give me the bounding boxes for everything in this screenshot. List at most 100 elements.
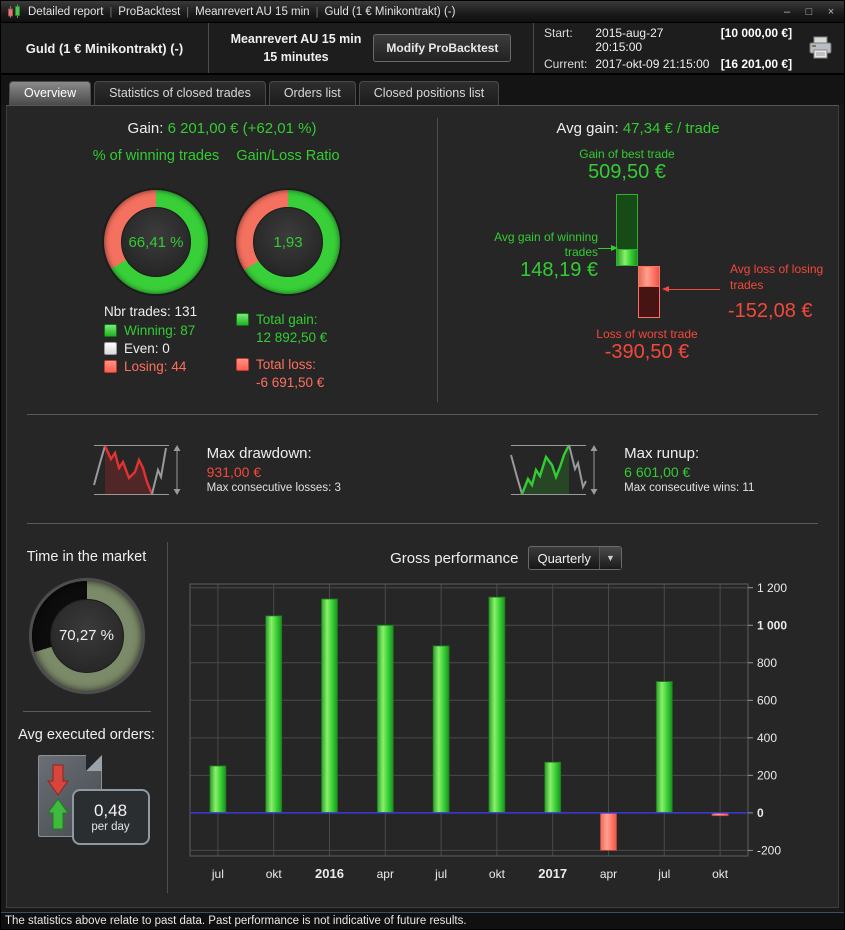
avg-gain-label: Avg gain:	[556, 120, 619, 137]
worst-trade-value: -390,50 €	[604, 341, 690, 363]
legend-winning: Winning: 87	[104, 323, 222, 338]
ratio-donut-title: Gain/Loss Ratio	[236, 148, 340, 164]
max-runup-item: Max runup: 6 601,00 € Max consecutive wi…	[423, 437, 839, 501]
runup-sub: Max consecutive wins: 11	[624, 481, 755, 494]
svg-text:600: 600	[757, 693, 777, 707]
time-in-market-title: Time in the market	[26, 549, 147, 565]
start-datetime: 2015-aug-27 20:15:00	[595, 25, 664, 54]
winning-donut-title: % of winning trades	[92, 148, 220, 164]
total-gain-swatch-icon	[236, 313, 249, 326]
svg-text:okt: okt	[712, 867, 729, 881]
strategy-box: Meanrevert AU 15 min 15 minutes Modify P…	[208, 23, 533, 73]
gain-loss-ratio-column: Gain/Loss Ratio 1,93 Total gain: 12 89	[222, 147, 354, 402]
avg-win-value: 148,19 €	[520, 259, 598, 281]
even-swatch-icon	[104, 342, 117, 355]
losing-trades-bar	[638, 266, 660, 318]
ratio-value: 1,93	[273, 233, 303, 251]
gross-performance-title: Gross performance	[390, 549, 519, 567]
total-gain-row: Total gain:	[236, 312, 354, 327]
vertical-divider	[437, 118, 438, 402]
runup-text: Max runup: 6 601,00 € Max consecutive wi…	[624, 445, 754, 494]
vertical-divider	[167, 542, 168, 893]
svg-text:apr: apr	[377, 867, 394, 881]
drawdown-sub: Max consecutive losses: 3	[206, 481, 341, 494]
horizontal-separator	[27, 414, 818, 415]
instrument-name: Guld (1 € Minikontrakt) (-)	[25, 40, 184, 56]
strategy-title: Meanrevert AU 15 min	[230, 31, 362, 46]
svg-text:400: 400	[757, 731, 777, 745]
svg-text:jul: jul	[657, 867, 670, 881]
avg-orders-value: 0,48	[93, 801, 128, 821]
avg-gain-stats: Avg gain: 47,34 € / trade Gain of best t…	[438, 106, 838, 406]
nbr-trades-value: 131	[174, 304, 198, 319]
winning-donut-center: 66,41 %	[121, 207, 191, 277]
gross-performance-chart: 1 200 1 000 800 600 400 200 0 -200 jul okt 2016 apr…	[180, 578, 832, 901]
capital-dates: Start: 2015-aug-27 20:15:00 [10 000,00 €…	[544, 26, 792, 71]
svg-text:200: 200	[757, 768, 777, 782]
total-gain-label: Total gain:	[256, 312, 318, 327]
trades-stats: Gain: 6 201,00 € (+62,01 %) % of winning…	[7, 106, 437, 406]
gain-row: Gain: 6 201,00 € (+62,01 %)	[7, 120, 437, 137]
svg-text:2017: 2017	[538, 866, 567, 881]
winning-trades-donut: 66,41 %	[104, 190, 208, 294]
ratio-donut-center: 1,93	[253, 207, 323, 277]
trade-counts: Nbr trades: 131 Winning: 87 Even: 0	[90, 294, 222, 377]
tab-orders-list[interactable]: Orders list	[268, 81, 356, 105]
best-trade-label: Gain of best trade	[579, 147, 675, 161]
even-count: 0	[162, 341, 170, 356]
avg-win-arrow-icon	[598, 245, 618, 251]
up-down-arrows-icon	[46, 764, 69, 830]
chart-header: Gross performance Quarterly ▼	[180, 546, 832, 570]
gain-value: 6 201,00 € (+62,01 %)	[167, 120, 317, 137]
gain-label: Gain:	[127, 120, 164, 137]
dates-box: Start: 2015-aug-27 20:15:00 [10 000,00 €…	[533, 23, 844, 73]
title-separator: |	[186, 5, 190, 18]
svg-text:1 000: 1 000	[757, 618, 787, 632]
candlestick-app-icon	[8, 4, 20, 18]
avg-win-label: Avg gain of winning trades	[494, 230, 598, 259]
title-segment: Meanrevert AU 15 min	[195, 5, 310, 18]
left-column-separator	[22, 710, 151, 712]
winning-pct-value: 66,41 %	[128, 233, 184, 251]
best-trade-value: 509,50 €	[588, 161, 666, 183]
report-header: Guld (1 € Minikontrakt) (-) Meanrevert A…	[1, 23, 844, 75]
status-bar: The statistics above relate to past data…	[1, 912, 844, 929]
start-capital: [10 000,00 €]	[720, 25, 793, 40]
maximize-button[interactable]: □	[805, 5, 813, 18]
period-select[interactable]: Quarterly ▼	[528, 546, 622, 570]
period-selected-value: Quarterly	[537, 550, 591, 566]
strategy-name: Meanrevert AU 15 min 15 minutes	[231, 30, 362, 66]
total-loss-swatch-icon	[236, 358, 249, 371]
losing-swatch-icon	[104, 360, 117, 373]
title-segment: Detailed report	[28, 5, 104, 18]
best-worst-trade-graphic: Gain of best trade 509,50 € Avg gain of …	[438, 147, 838, 385]
top-stats-section: Gain: 6 201,00 € (+62,01 %) % of winning…	[7, 106, 838, 406]
runup-title: Max runup:	[624, 444, 700, 462]
tab-overview[interactable]: Overview	[9, 81, 92, 105]
legend-even: Even: 0	[104, 341, 222, 356]
totals: Total gain: 12 892,50 € Total loss: -6 6…	[222, 294, 354, 402]
close-button[interactable]: ×	[827, 5, 835, 18]
current-label: Current:	[544, 56, 588, 71]
drawdown-text: Max drawdown: 931,00 € Max consecutive l…	[207, 445, 341, 494]
avg-orders-title: Avg executed orders:	[18, 726, 155, 743]
avg-orders-graphic: 0,48 per day	[22, 755, 152, 851]
title-segment: Guld (1 € Minikontrakt) (-)	[324, 5, 456, 18]
svg-text:apr: apr	[600, 867, 617, 881]
strategy-timeframe: 15 minutes	[263, 50, 329, 64]
tab-statistics[interactable]: Statistics of closed trades	[94, 81, 266, 105]
avg-gain-row: Avg gain: 47,34 € / trade	[438, 120, 838, 137]
tab-closed-positions[interactable]: Closed positions list	[358, 81, 500, 105]
losing-label: Losing:	[124, 359, 168, 374]
horizontal-separator	[27, 523, 818, 524]
minimize-button[interactable]: –	[783, 5, 791, 18]
svg-text:okt: okt	[489, 867, 506, 881]
svg-text:2016: 2016	[315, 866, 344, 881]
total-loss-row: Total loss:	[236, 357, 354, 372]
modify-probacktest-button[interactable]: Modify ProBacktest	[373, 34, 512, 62]
page-fold-icon	[85, 755, 102, 772]
donut-columns: % of winning trades 66,41 % Nbr trades: …	[7, 147, 437, 402]
avg-gain-value: 47,34 € / trade	[622, 120, 720, 137]
print-icon[interactable]	[808, 36, 834, 60]
